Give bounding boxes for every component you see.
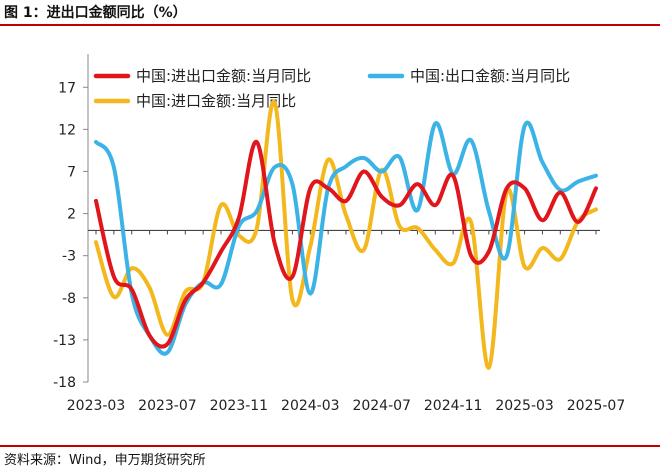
plot-area: 17 12 7 2 -3 -8 -13 -18 2023-03 2023-07 2023-11 202… xyxy=(53,54,625,414)
x-tick-label: 2024-11 xyxy=(424,398,483,414)
bottom-rule xyxy=(0,445,660,447)
top-rule xyxy=(0,24,660,26)
series-line-0 xyxy=(94,139,598,349)
x-tick-label: 2023-03 xyxy=(67,398,126,414)
legend-label: 中国:进出口金额:当月同比 xyxy=(136,67,311,85)
y-tick-label: -8 xyxy=(62,291,76,307)
x-tick-label: 2025-03 xyxy=(495,398,554,414)
y-tick-label: 7 xyxy=(67,164,76,180)
y-tick-label: -18 xyxy=(53,375,76,391)
y-tick-label: 17 xyxy=(58,80,76,96)
source-note: 资料来源：Wind，申万期货研究所 xyxy=(4,453,206,468)
x-tick-label: 2024-07 xyxy=(352,398,411,414)
legend-label: 中国:出口金额:当月同比 xyxy=(410,67,570,85)
y-tick-label: -13 xyxy=(53,333,76,349)
y-tick-label: 2 xyxy=(67,207,76,223)
x-tick-label: 2023-11 xyxy=(210,398,269,414)
series-line-1 xyxy=(94,120,598,356)
y-tick-label: -3 xyxy=(62,249,76,265)
x-tick-label: 2024-03 xyxy=(281,398,340,414)
figure-title: 图 1：进出口金额同比（%） xyxy=(4,5,187,21)
x-tick-label: 2023-07 xyxy=(138,398,197,414)
y-tick-label: 12 xyxy=(58,122,76,138)
legend-label: 中国:进口金额:当月同比 xyxy=(136,92,296,110)
x-tick-label: 2025-07 xyxy=(567,398,626,414)
